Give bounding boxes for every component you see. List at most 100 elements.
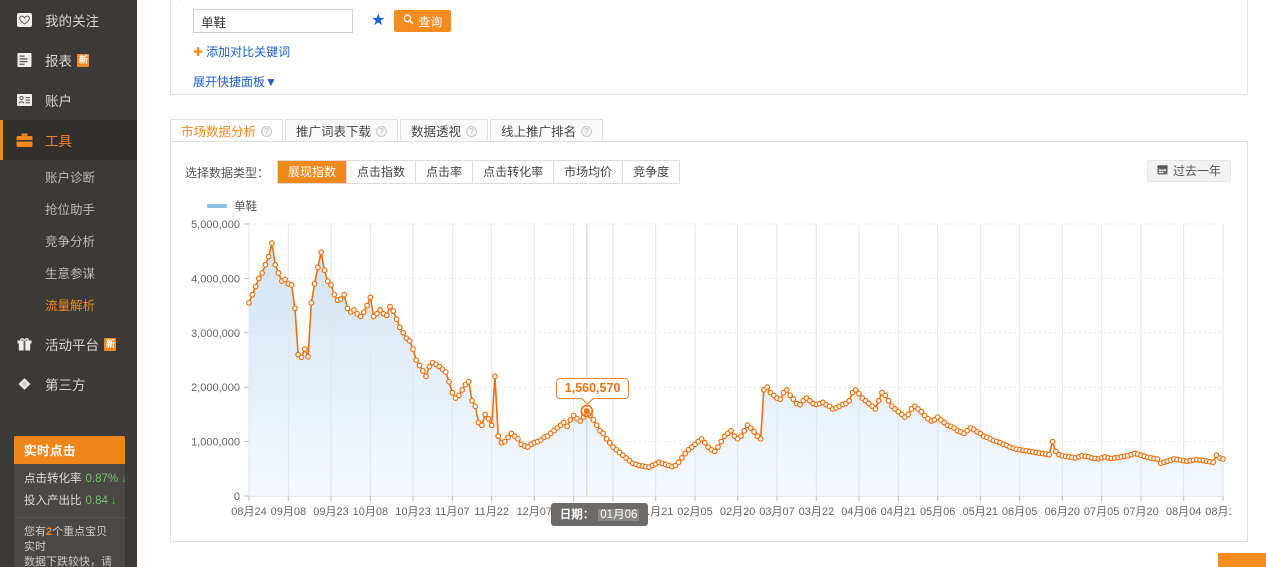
date-tooltip-label: 日期： [559, 509, 595, 521]
chart-legend: 单鞋 [207, 198, 257, 214]
note-suffix: 个重点宝贝实时 [24, 526, 108, 553]
sidebar-subitem-account-diagnosis[interactable]: 账户诊断 [0, 160, 137, 192]
help-icon[interactable]: ? [581, 126, 593, 137]
tab-data-pivot[interactable]: 数据透视 ? [400, 119, 489, 143]
svg-text:08月04: 08月04 [1166, 506, 1201, 518]
sidebar-item-label: 第三方 [45, 378, 86, 393]
help-icon[interactable]: ? [261, 126, 273, 137]
sidebar-item-third-party[interactable]: 第三方 [0, 364, 137, 404]
heart-icon [14, 11, 34, 29]
sidebar-subitem-label: 账户诊断 [45, 170, 96, 185]
svg-text:10月23: 10月23 [395, 506, 430, 518]
sidebar-subitem-rank-assistant[interactable]: 抢位助手 [0, 192, 137, 224]
chart-panel: 选择数据类型： 展现指数 点击指数 点击率 点击转化率 市场均价 竞争度 过去一… [170, 141, 1248, 542]
help-icon[interactable]: ? [466, 126, 478, 137]
svg-text:12月07: 12月07 [517, 506, 552, 518]
value-tooltip-text: 1,560,570 [564, 381, 621, 396]
legend-label: 单鞋 [234, 201, 257, 213]
date-tooltip-value: 01月06 [598, 509, 640, 521]
svg-text:1,000,000: 1,000,000 [191, 437, 240, 449]
favorite-star-icon[interactable]: ★ [371, 12, 386, 29]
realtime-metric-label: 投入产出比 [24, 495, 82, 507]
search-icon [403, 14, 414, 28]
tab-wordlist-download[interactable]: 推广词表下载 ? [285, 119, 399, 143]
data-type-label: 选择数据类型： [185, 165, 270, 180]
tab-online-rank[interactable]: 线上推广排名 ? [490, 119, 604, 143]
sidebar-item-label: 工具 [45, 134, 72, 149]
realtime-metric-label: 点击转化率 [24, 473, 82, 485]
keyword-input[interactable] [193, 9, 353, 33]
sidebar-item-tools[interactable]: 工具 [0, 120, 137, 160]
calendar-icon [1157, 160, 1168, 182]
svg-text:3,000,000: 3,000,000 [191, 328, 240, 340]
svg-text:08月24: 08月24 [231, 506, 266, 518]
svg-text:03月22: 03月22 [799, 506, 834, 518]
svg-text:03月07: 03月07 [759, 506, 794, 518]
data-type-market-avg-price[interactable]: 市场均价 [554, 161, 624, 183]
realtime-metric-row: 投入产出比 0.84 ↓ [14, 486, 125, 508]
value-tooltip: 1,560,570 [555, 378, 630, 400]
down-arrow-icon: ↓ [110, 495, 117, 507]
section-tabs: 市场数据分析 ? 推广词表下载 ? 数据透视 ? 线上推广排名 ? [170, 118, 605, 143]
svg-text:5,000,000: 5,000,000 [191, 219, 240, 231]
svg-text:11月07: 11月07 [435, 506, 470, 518]
svg-text:09月23: 09月23 [313, 506, 348, 518]
date-range-button[interactable]: 过去一年 [1146, 160, 1231, 182]
tab-label: 线上推广排名 [501, 124, 577, 139]
corner-accent-bar[interactable] [1218, 553, 1266, 567]
keyword-search-card: 关键词分析 ★ 查询 ✚添加对比关键词 展开快捷面板▼ [170, 0, 1248, 95]
svg-text:04月21: 04月21 [881, 506, 916, 518]
sidebar-item-label: 账户 [45, 94, 72, 109]
sidebar: 我的关注 报表 新 账户 工具 账户诊断 抢位助手 [0, 0, 137, 567]
data-type-click-rate[interactable]: 点击率 [416, 161, 474, 183]
svg-text:06月05: 06月05 [1002, 506, 1037, 518]
add-compare-keyword-link[interactable]: ✚ 添加对比关键词 [193, 43, 290, 60]
realtime-metric-value: 0.84 [85, 495, 108, 507]
down-arrow-icon: ↓ [121, 473, 125, 485]
chart-svg: 0 1,000,000 2,000,000 3,000,000 4,000,000 5,0… [191, 219, 1231, 518]
expand-quick-panel-link[interactable]: 展开快捷面板▼ [193, 73, 277, 90]
gift-icon [14, 335, 34, 353]
realtime-alert-note[interactable]: 您有2个重点宝贝实时 数据下跌较快，请关注 [14, 517, 125, 567]
svg-text:07月05: 07月05 [1084, 506, 1119, 518]
keyword-analysis-tab[interactable]: 关键词分析 [179, 0, 259, 1]
data-type-click-conv-rate[interactable]: 点击转化率 [473, 161, 555, 183]
sidebar-subitem-label: 流量解析 [45, 298, 96, 313]
data-type-impression-index[interactable]: 展现指数 [278, 161, 348, 183]
help-icon[interactable]: ? [376, 126, 388, 137]
svg-text:02月05: 02月05 [677, 506, 712, 518]
new-badge: 新 [104, 337, 117, 351]
tab-label: 数据透视 [411, 124, 462, 139]
briefcase-icon [14, 131, 34, 149]
data-type-selector: 选择数据类型： 展现指数 点击指数 点击率 点击转化率 市场均价 竞争度 [185, 160, 681, 184]
sidebar-subitem-business-advisor[interactable]: 生意参谋 [0, 256, 137, 288]
data-type-click-index[interactable]: 点击指数 [347, 161, 417, 183]
plus-icon: ✚ [193, 45, 204, 59]
realtime-metric-row: 点击转化率 0.87% ↓ [14, 464, 125, 486]
svg-text:0: 0 [234, 491, 240, 503]
main-content: 关键词分析 ★ 查询 ✚添加对比关键词 展开快捷面板▼ [137, 0, 1266, 567]
query-button[interactable]: 查询 [394, 10, 452, 32]
sidebar-subitem-competition[interactable]: 竞争分析 [0, 224, 137, 256]
data-type-competition-degree[interactable]: 竞争度 [623, 161, 680, 183]
sidebar-item-my-focus[interactable]: 我的关注 [0, 0, 137, 40]
svg-text:05月06: 05月06 [920, 506, 955, 518]
svg-text:06月20: 06月20 [1045, 506, 1080, 518]
sidebar-subitem-label: 抢位助手 [45, 202, 96, 217]
svg-text:11月22: 11月22 [474, 506, 509, 518]
new-badge: 新 [77, 53, 90, 67]
date-tooltip: 日期： 01月06 [550, 503, 649, 526]
expand-quick-panel-label: 展开快捷面板 [193, 75, 266, 89]
sidebar-subitem-traffic-analysis[interactable]: 流量解析 [0, 288, 137, 320]
sidebar-item-reports[interactable]: 报表 新 [0, 40, 137, 80]
svg-text:10月08: 10月08 [353, 506, 388, 518]
svg-text:09月08: 09月08 [271, 506, 306, 518]
sidebar-item-account[interactable]: 账户 [0, 80, 137, 120]
tab-market-analysis[interactable]: 市场数据分析 ? [170, 119, 284, 143]
line-chart[interactable]: 0 1,000,000 2,000,000 3,000,000 4,000,000 5,0… [185, 218, 1231, 530]
svg-text:4,000,000: 4,000,000 [191, 273, 240, 285]
tab-label: 市场数据分析 [181, 124, 257, 139]
sidebar-item-activity-platform[interactable]: 活动平台 新 [0, 324, 137, 364]
report-icon [14, 51, 34, 69]
note-count: 2 [46, 526, 53, 538]
